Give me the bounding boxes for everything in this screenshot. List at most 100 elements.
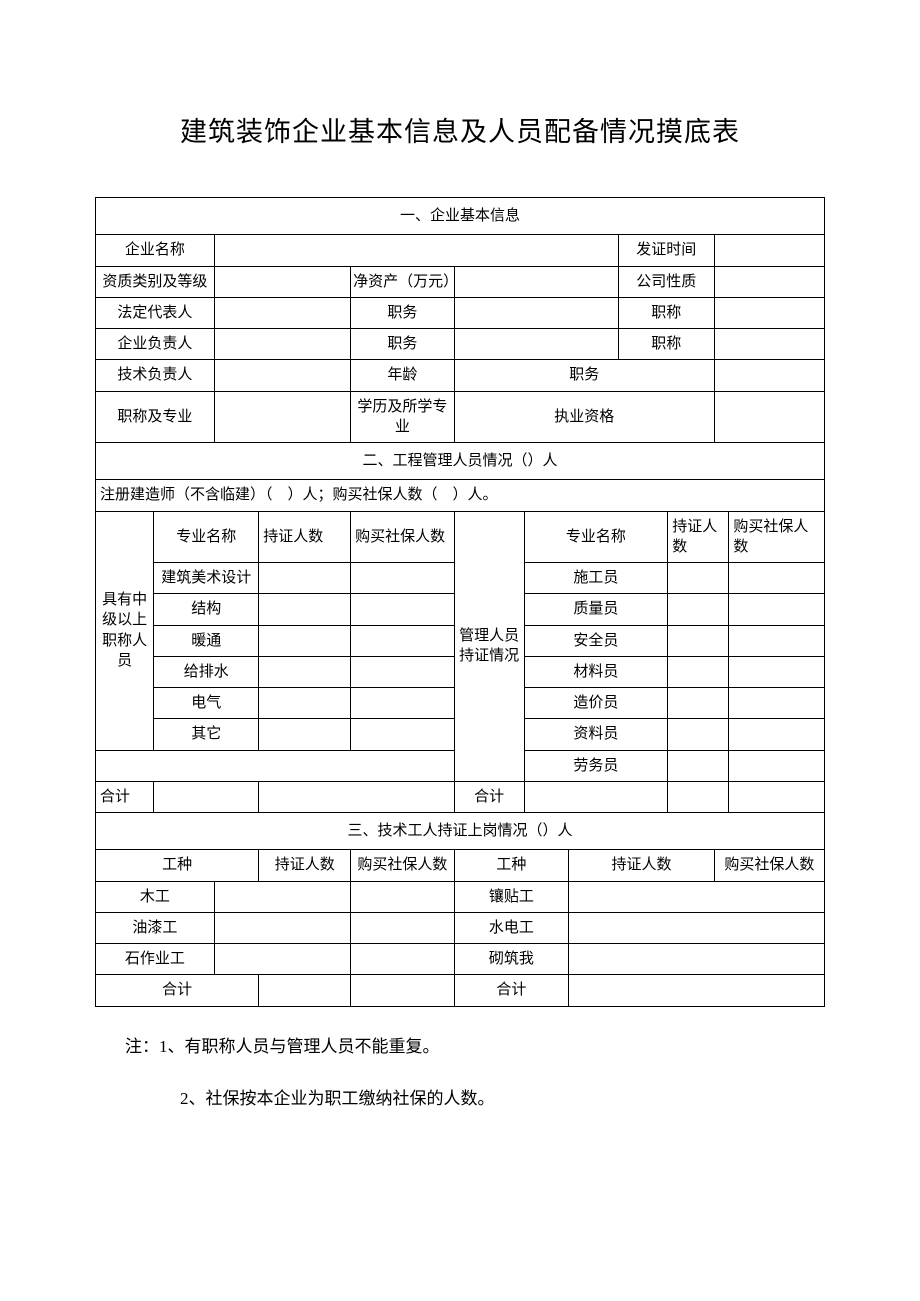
label-company-name: 企业名称 bbox=[96, 235, 215, 266]
row-r-4: 造价员 bbox=[524, 688, 668, 719]
cell bbox=[668, 563, 729, 594]
cell bbox=[259, 625, 351, 656]
label-education: 学历及所学专业 bbox=[351, 391, 455, 443]
cell bbox=[259, 781, 454, 812]
value-cert-time bbox=[714, 235, 824, 266]
cell bbox=[351, 625, 455, 656]
total-r: 合计 bbox=[454, 781, 524, 812]
label-qual-level: 资质类别及等级 bbox=[96, 266, 215, 297]
value-legal-position bbox=[454, 297, 618, 328]
cell bbox=[351, 688, 455, 719]
row-l-5: 其它 bbox=[154, 719, 259, 750]
cell bbox=[729, 781, 825, 812]
cell bbox=[351, 944, 455, 975]
row-l-4: 电气 bbox=[154, 688, 259, 719]
label-ent-head: 企业负责人 bbox=[96, 329, 215, 360]
col-major-l: 专业名称 bbox=[154, 511, 259, 563]
col-ss-l: 购买社保人数 bbox=[351, 511, 455, 563]
cell bbox=[214, 881, 350, 912]
cell bbox=[524, 781, 668, 812]
row3-l-2: 石作业工 bbox=[96, 944, 215, 975]
value-ent-head bbox=[214, 329, 350, 360]
page-title: 建筑装饰企业基本信息及人员配备情况摸底表 bbox=[95, 110, 825, 149]
note-1: 注：1、有职称人员与管理人员不能重复。 bbox=[125, 1025, 825, 1069]
label-ent-position: 职务 bbox=[351, 329, 455, 360]
row3-r-2: 砌筑我 bbox=[454, 944, 568, 975]
row-r-0: 施工员 bbox=[524, 563, 668, 594]
label-company-nature: 公司性质 bbox=[618, 266, 714, 297]
value-company-name bbox=[214, 235, 618, 266]
cell bbox=[259, 719, 351, 750]
label-legal-position: 职务 bbox=[351, 297, 455, 328]
label-legal-title: 职称 bbox=[618, 297, 714, 328]
section2-line: 注册建造师（不含临建）（ ）人；购买社保人数（ ）人。 bbox=[96, 480, 825, 511]
row-r-6: 劳务员 bbox=[524, 750, 668, 781]
col-ss-r: 购买社保人数 bbox=[729, 511, 825, 563]
cell bbox=[214, 944, 350, 975]
value-legal-title bbox=[714, 297, 824, 328]
value-tech-position bbox=[714, 360, 824, 391]
col3-type-r: 工种 bbox=[454, 850, 568, 881]
value-net-assets bbox=[454, 266, 618, 297]
cell bbox=[569, 881, 825, 912]
cell bbox=[259, 688, 351, 719]
cell bbox=[351, 563, 455, 594]
row-l-2: 暖通 bbox=[154, 625, 259, 656]
label-cert-time: 发证时间 bbox=[618, 235, 714, 266]
cell bbox=[351, 656, 455, 687]
row3-r-0: 镶贴工 bbox=[454, 881, 568, 912]
col3-ss-r: 购买社保人数 bbox=[714, 850, 824, 881]
total3-l: 合计 bbox=[96, 975, 259, 1006]
cell bbox=[351, 594, 455, 625]
row-r-5: 资料员 bbox=[524, 719, 668, 750]
cell bbox=[668, 656, 729, 687]
cell bbox=[259, 594, 351, 625]
cell bbox=[569, 912, 825, 943]
cell bbox=[668, 781, 729, 812]
note-2: 2、社保按本企业为职工缴纳社保的人数。 bbox=[125, 1077, 825, 1121]
cell bbox=[729, 625, 825, 656]
cell bbox=[259, 975, 351, 1006]
value-company-nature bbox=[714, 266, 824, 297]
total3-r: 合计 bbox=[454, 975, 568, 1006]
row-l-3: 给排水 bbox=[154, 656, 259, 687]
cell bbox=[668, 625, 729, 656]
total-l: 合计 bbox=[96, 781, 154, 812]
right-group-label: 管理人员持证情况 bbox=[454, 511, 524, 781]
label-legal-rep: 法定代表人 bbox=[96, 297, 215, 328]
cell bbox=[351, 881, 455, 912]
cell bbox=[668, 594, 729, 625]
cell bbox=[569, 975, 825, 1006]
cell bbox=[668, 750, 729, 781]
col-cert-l: 持证人数 bbox=[259, 511, 351, 563]
cell bbox=[668, 719, 729, 750]
value-tech-head bbox=[214, 360, 350, 391]
label-tech-position: 职务 bbox=[454, 360, 714, 391]
label-title-major: 职称及专业 bbox=[96, 391, 215, 443]
main-table: 一、企业基本信息 企业名称 发证时间 资质类别及等级 净资产（万元） 公司性质 … bbox=[95, 197, 825, 1007]
cell bbox=[729, 563, 825, 594]
cell bbox=[668, 688, 729, 719]
row-r-3: 材料员 bbox=[524, 656, 668, 687]
value-qual-level bbox=[214, 266, 350, 297]
cell bbox=[259, 656, 351, 687]
cell bbox=[214, 912, 350, 943]
cell bbox=[351, 975, 455, 1006]
cell bbox=[259, 563, 351, 594]
col3-cert-r: 持证人数 bbox=[569, 850, 715, 881]
row3-l-1: 油漆工 bbox=[96, 912, 215, 943]
label-tech-age: 年龄 bbox=[351, 360, 455, 391]
col3-type-l: 工种 bbox=[96, 850, 259, 881]
col3-ss-l: 购买社保人数 bbox=[351, 850, 455, 881]
blank bbox=[96, 750, 455, 781]
col-major-r: 专业名称 bbox=[524, 511, 668, 563]
cell bbox=[154, 781, 259, 812]
row-l-0: 建筑美术设计 bbox=[154, 563, 259, 594]
left-group-label: 具有中级以上职称人员 bbox=[96, 511, 154, 750]
cell bbox=[729, 688, 825, 719]
cell bbox=[351, 719, 455, 750]
row3-l-0: 木工 bbox=[96, 881, 215, 912]
cell bbox=[569, 944, 825, 975]
row-r-2: 安全员 bbox=[524, 625, 668, 656]
cell bbox=[351, 912, 455, 943]
